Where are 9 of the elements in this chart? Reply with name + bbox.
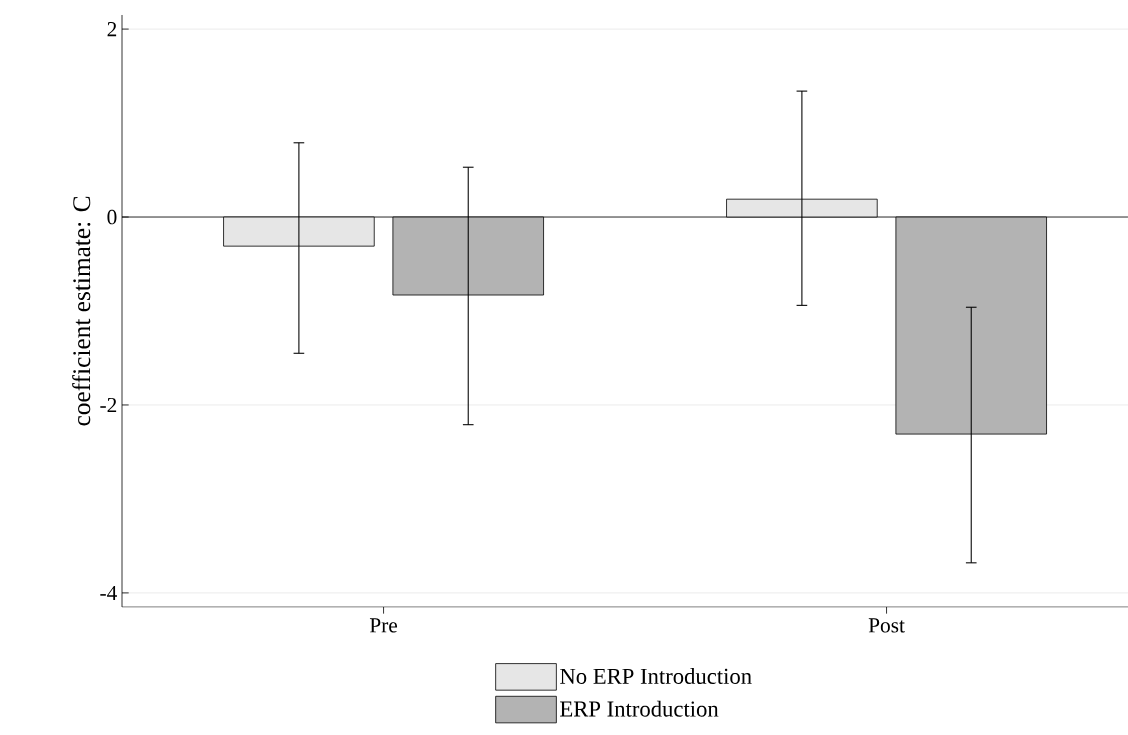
legend-label: ERP Introduction [560, 700, 719, 717]
x-tick-label: Pre [369, 618, 398, 633]
y-tick-label: 2 [107, 22, 117, 37]
y-tick-label: -2 [100, 397, 117, 413]
y-axis-title: coefficient estimate: C [72, 196, 91, 426]
y-tick-label: -4 [100, 585, 117, 600]
x-tick-label: Post [868, 618, 905, 633]
y-tick-label: 0 [107, 209, 117, 225]
legend-label: No ERP Introduction [560, 668, 752, 684]
